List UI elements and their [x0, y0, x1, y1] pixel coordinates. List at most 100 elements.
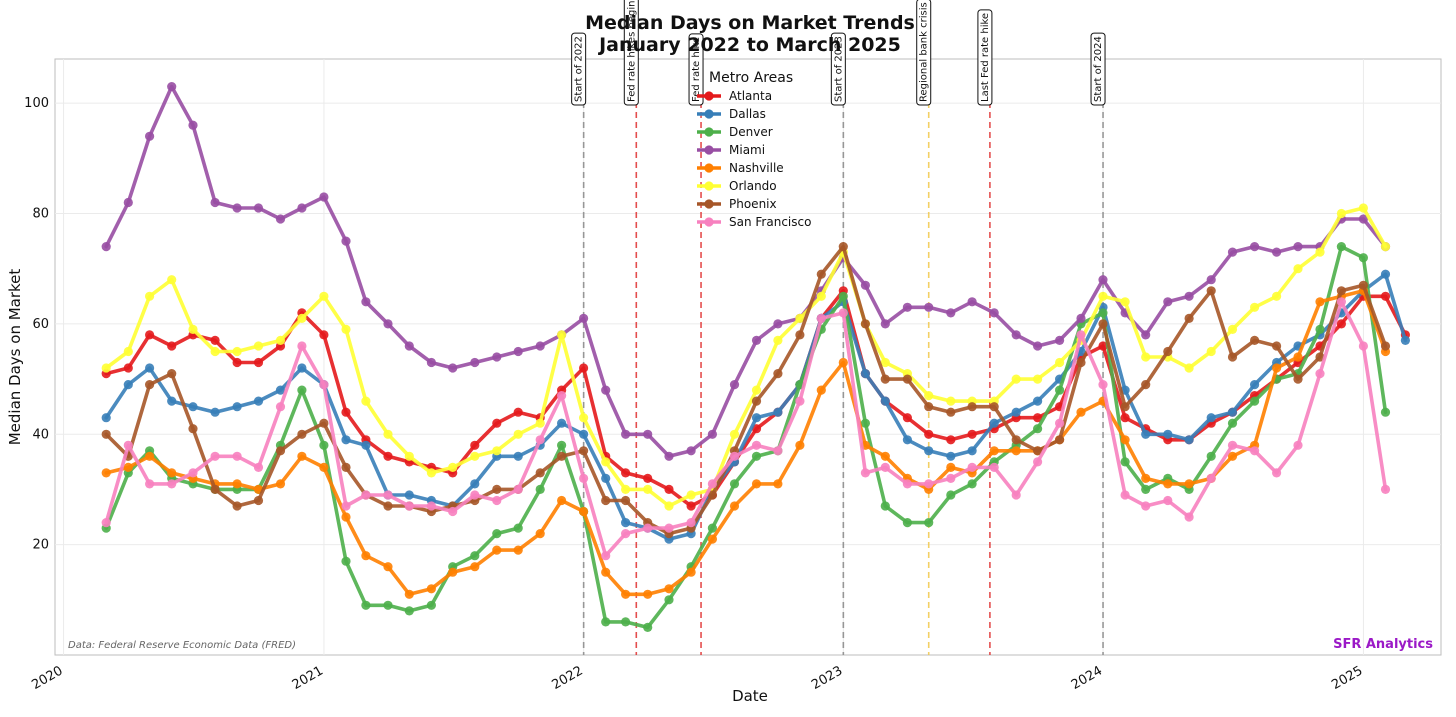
annotation-text: Start of 2024 [1093, 36, 1104, 102]
data-point [557, 330, 567, 340]
data-point [707, 523, 718, 533]
data-point [1163, 429, 1173, 439]
data-point [1293, 264, 1303, 274]
data-point [210, 484, 220, 494]
data-point [579, 429, 589, 439]
data-point [470, 562, 480, 572]
data-point [1358, 203, 1368, 213]
chart-subtitle: January 2022 to March 2025 [597, 34, 901, 56]
data-point [361, 297, 371, 307]
data-point [470, 490, 480, 500]
legend-item: Orlando [697, 179, 777, 193]
data-point [1098, 291, 1108, 301]
data-point [902, 374, 913, 384]
data-point [1141, 484, 1151, 494]
data-point [232, 203, 242, 213]
data-point [123, 346, 133, 357]
data-point [924, 479, 934, 489]
data-point [470, 451, 480, 461]
data-point [579, 473, 589, 483]
annotation-box [1090, 32, 1106, 106]
data-point [470, 479, 480, 489]
data-point [275, 446, 286, 456]
data-point [729, 501, 740, 511]
data-point [967, 462, 977, 472]
data-point [1033, 424, 1043, 434]
data-point [1206, 275, 1216, 285]
data-point [404, 451, 414, 461]
data-point [557, 391, 567, 401]
data-point [210, 407, 220, 417]
data-point [167, 275, 177, 285]
data-point [123, 440, 133, 450]
data-point [319, 462, 329, 472]
data-point [383, 429, 393, 439]
data-point [1227, 247, 1238, 257]
data-point [167, 396, 177, 406]
data-point [275, 385, 286, 395]
y-axis-title: Median Days on Market [6, 269, 24, 446]
data-point [383, 562, 393, 572]
data-point [188, 468, 198, 478]
data-point [751, 424, 762, 434]
data-point [816, 313, 826, 323]
data-point [1227, 440, 1238, 450]
annotation-lines [582, 102, 1104, 655]
data-point [145, 451, 155, 461]
data-point [404, 589, 414, 599]
data-point [579, 413, 589, 423]
legend-swatch-marker [704, 109, 714, 119]
data-point [1076, 313, 1086, 323]
annotation-text: Fed rate hike [691, 37, 702, 102]
data-point [275, 335, 286, 345]
data-point [145, 330, 155, 340]
data-point [751, 440, 762, 450]
data-point [492, 545, 502, 555]
data-point [1206, 413, 1216, 423]
data-point [297, 313, 307, 323]
series-layer [101, 82, 1410, 633]
data-point [361, 551, 371, 561]
data-point [1055, 385, 1065, 395]
series-orlando [101, 203, 1391, 511]
data-point [946, 435, 956, 445]
data-point [319, 192, 329, 202]
data-point [1076, 407, 1086, 417]
data-point [275, 214, 286, 224]
data-point [601, 495, 611, 506]
data-point [1163, 297, 1173, 307]
legend-item: Atlanta [697, 89, 772, 103]
data-point [1336, 297, 1346, 307]
data-point [1011, 407, 1021, 417]
legend-label: Orlando [729, 179, 777, 193]
data-point [643, 622, 653, 633]
data-point [1163, 479, 1173, 489]
data-point [1380, 291, 1391, 301]
legend: Metro Areas Atlanta Dallas Denver Miami Nashv… [697, 70, 811, 229]
data-point [989, 446, 999, 456]
data-point [1227, 407, 1238, 417]
data-point [1098, 341, 1108, 351]
data-point [123, 462, 133, 472]
data-point [275, 402, 286, 412]
data-point [1141, 330, 1151, 340]
x-tick-label: 2022 [549, 663, 585, 693]
data-point [341, 407, 351, 417]
data-point [1272, 341, 1282, 351]
annotation-label: Start of 2023 [830, 32, 846, 106]
data-point [123, 380, 133, 390]
data-point [188, 324, 198, 334]
data-point [404, 606, 414, 616]
data-point [946, 396, 956, 406]
data-point [253, 495, 264, 506]
data-point [795, 330, 805, 340]
data-point [773, 479, 783, 489]
data-point [557, 451, 567, 461]
data-point [167, 468, 177, 478]
data-point [492, 495, 502, 506]
annotation-box [830, 32, 846, 106]
data-point [1206, 346, 1216, 357]
data-point [880, 451, 890, 461]
data-point [470, 551, 480, 561]
data-point [297, 363, 307, 373]
